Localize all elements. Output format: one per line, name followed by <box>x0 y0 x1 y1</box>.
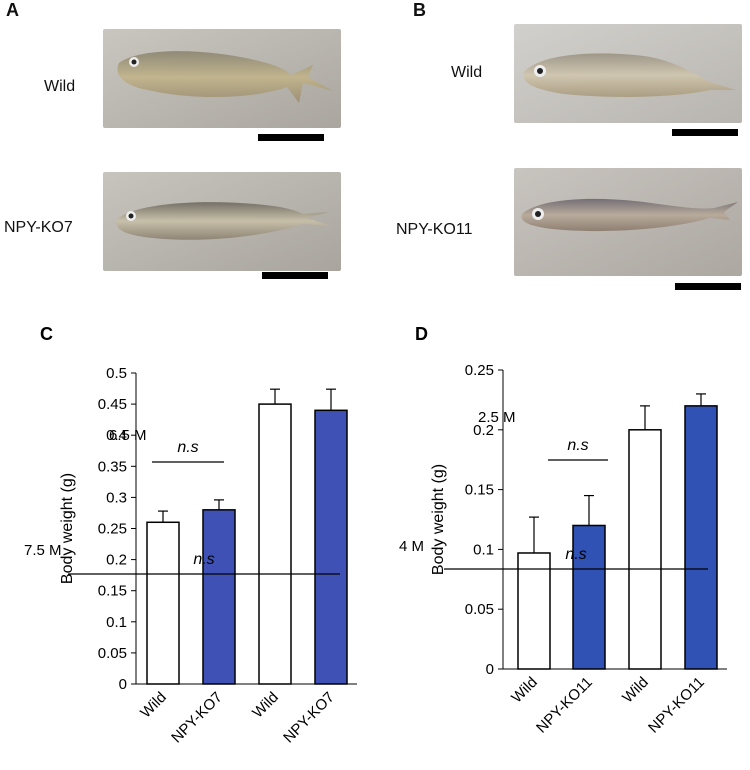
panel-b-wild-fish-photo <box>514 24 742 123</box>
y-tick-label: 0.4 <box>106 427 127 444</box>
y-tick-label: 0.2 <box>473 422 494 439</box>
y-tick-label: 0.1 <box>106 614 127 631</box>
panel-letter: D <box>415 324 428 344</box>
y-tick-label: 0.5 <box>106 365 127 382</box>
y-tick-label: 0 <box>119 676 127 693</box>
y-tick-label: 0 <box>486 661 494 678</box>
y-tick-label: 0.25 <box>98 521 127 538</box>
x-category-label: Wild <box>508 674 541 707</box>
x-category-label: NPY-KO7 <box>280 689 338 747</box>
bar-wild <box>517 552 551 670</box>
bar-wild <box>258 403 292 685</box>
panel-c-body-weight-chart: C 0 0.05 0.1 0.15 0.2 0.25 0.3 0.35 0.4 0.45 0.5 Bod… <box>24 324 357 747</box>
npy-ko7-fish-image <box>103 172 341 271</box>
x-category-label: NPY-KO11 <box>645 674 708 737</box>
panel-a-wild-scale-bar <box>258 134 324 141</box>
x-category-label: NPY-KO11 <box>533 674 596 737</box>
panel-a-ko7-fish-photo <box>103 172 341 271</box>
y-tick-label: 0.05 <box>465 601 494 618</box>
panel-b-ko11-fish-photo <box>514 168 742 276</box>
significance-label: n.s <box>177 439 198 456</box>
y-tick-label: 0.35 <box>98 458 127 475</box>
wild-fish-image <box>103 29 341 128</box>
y-tick-label: 0.15 <box>465 482 494 499</box>
panel-b-letter: B <box>413 0 426 20</box>
panel-b-ko11-label: NPY-KO11 <box>396 221 473 238</box>
panel-b-ko11-scale-bar <box>675 283 741 290</box>
age-label: 2.5 M <box>478 409 516 426</box>
y-tick-label: 0.3 <box>106 489 127 506</box>
significance-label: n.s <box>565 546 586 563</box>
y-tick-label: 0.05 <box>98 645 127 662</box>
age-label: 7.5 M <box>24 542 62 559</box>
y-tick-label: 0.25 <box>465 362 494 379</box>
x-category-label: Wild <box>137 689 170 722</box>
panel-b-wild-scale-bar <box>672 129 738 136</box>
panel-a-ko7-scale-bar <box>262 272 328 279</box>
y-axis-label: Body weight (g) <box>430 464 447 575</box>
panel-b-wild-label: Wild <box>451 64 483 81</box>
bar-npy-ko11 <box>572 524 606 670</box>
y-tick-label: 0.1 <box>473 541 494 558</box>
y-axis-label: Body weight (g) <box>59 473 76 584</box>
bar-npy-ko7 <box>314 409 348 685</box>
wild-fish-image-b <box>514 24 742 123</box>
significance-label: n.s <box>193 551 214 568</box>
y-tick-label: 0.15 <box>98 583 127 600</box>
panel-a-wild-label: Wild <box>44 78 76 95</box>
x-category-label: Wild <box>619 674 652 707</box>
age-label: 6.5 M <box>109 427 147 444</box>
bar-wild <box>146 521 180 685</box>
x-category-label: NPY-KO7 <box>168 689 226 747</box>
panel-a-wild-fish-photo <box>103 29 341 128</box>
bar-npy-ko7 <box>202 509 236 685</box>
bar-wild <box>628 429 662 670</box>
y-tick-label: 0.2 <box>106 552 127 569</box>
npy-ko11-fish-image <box>514 168 742 276</box>
significance-label: n.s <box>567 437 588 454</box>
panel-letter: C <box>40 324 53 344</box>
panel-a-ko7-label: NPY-KO7 <box>4 219 73 236</box>
bar-npy-ko11 <box>684 405 718 670</box>
panel-a-letter: A <box>6 0 19 20</box>
age-label: 4 M <box>399 538 424 555</box>
y-tick-label: 0.45 <box>98 396 127 413</box>
x-category-label: Wild <box>249 689 282 722</box>
